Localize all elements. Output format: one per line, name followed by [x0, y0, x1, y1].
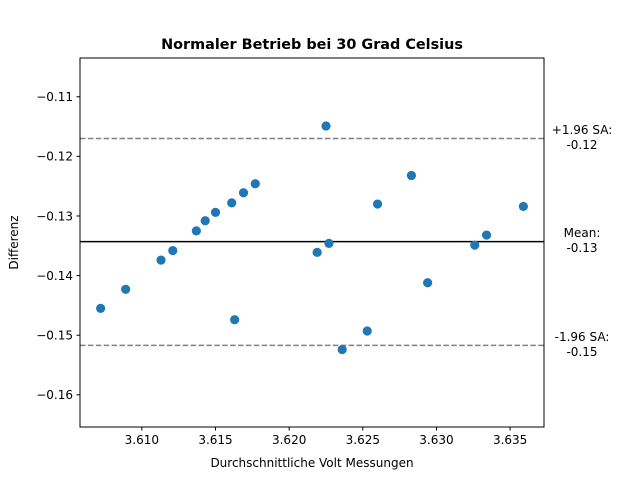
x-tick-label: 3.620 — [272, 433, 306, 447]
y-tick-label: −0.15 — [36, 328, 73, 342]
data-point — [230, 315, 240, 325]
data-point — [324, 238, 334, 248]
upper-limit-value: -0.12 — [566, 138, 597, 152]
data-point — [362, 326, 372, 336]
x-tick-label: 3.625 — [346, 433, 380, 447]
x-tick-label: 3.635 — [493, 433, 527, 447]
y-tick-label: −0.12 — [36, 150, 73, 164]
data-point — [518, 201, 528, 212]
data-point — [156, 255, 166, 265]
data-point — [191, 226, 201, 236]
y-tick-label: −0.14 — [36, 269, 73, 283]
data-point — [121, 284, 131, 294]
plot-frame — [79, 57, 545, 428]
data-point — [470, 240, 480, 250]
data-point — [423, 278, 433, 288]
x-tick-label: 3.610 — [125, 433, 159, 447]
x-axis-label: Durchschnittliche Volt Messungen — [210, 456, 413, 470]
data-point — [372, 199, 383, 209]
lower-limit-label: -1.96 SA: — [555, 330, 610, 344]
y-tick-label: −0.16 — [36, 388, 73, 402]
y-tick-label: −0.13 — [36, 209, 73, 223]
lower-limit-value: -0.15 — [566, 345, 597, 359]
data-point — [337, 344, 347, 355]
data-point — [210, 207, 221, 217]
mean-value: -0.13 — [566, 241, 597, 255]
y-axis-label: Differenz — [7, 215, 21, 269]
data-point — [406, 170, 417, 181]
data-point — [250, 179, 260, 189]
data-point — [312, 247, 322, 257]
chart-title: Normaler Betrieb bei 30 Grad Celsius — [161, 37, 463, 53]
x-tick-label: 3.630 — [419, 433, 453, 447]
x-tick-label: 3.615 — [198, 433, 232, 447]
data-point — [96, 303, 106, 313]
data-point — [321, 121, 331, 131]
y-tick-label: −0.11 — [36, 90, 73, 104]
data-point — [200, 216, 210, 226]
upper-limit-label: +1.96 SA: — [552, 123, 612, 137]
data-point — [238, 188, 249, 198]
mean-label: Mean: — [564, 226, 601, 240]
data-point — [481, 230, 492, 240]
data-point — [227, 198, 237, 208]
data-point — [168, 245, 178, 256]
